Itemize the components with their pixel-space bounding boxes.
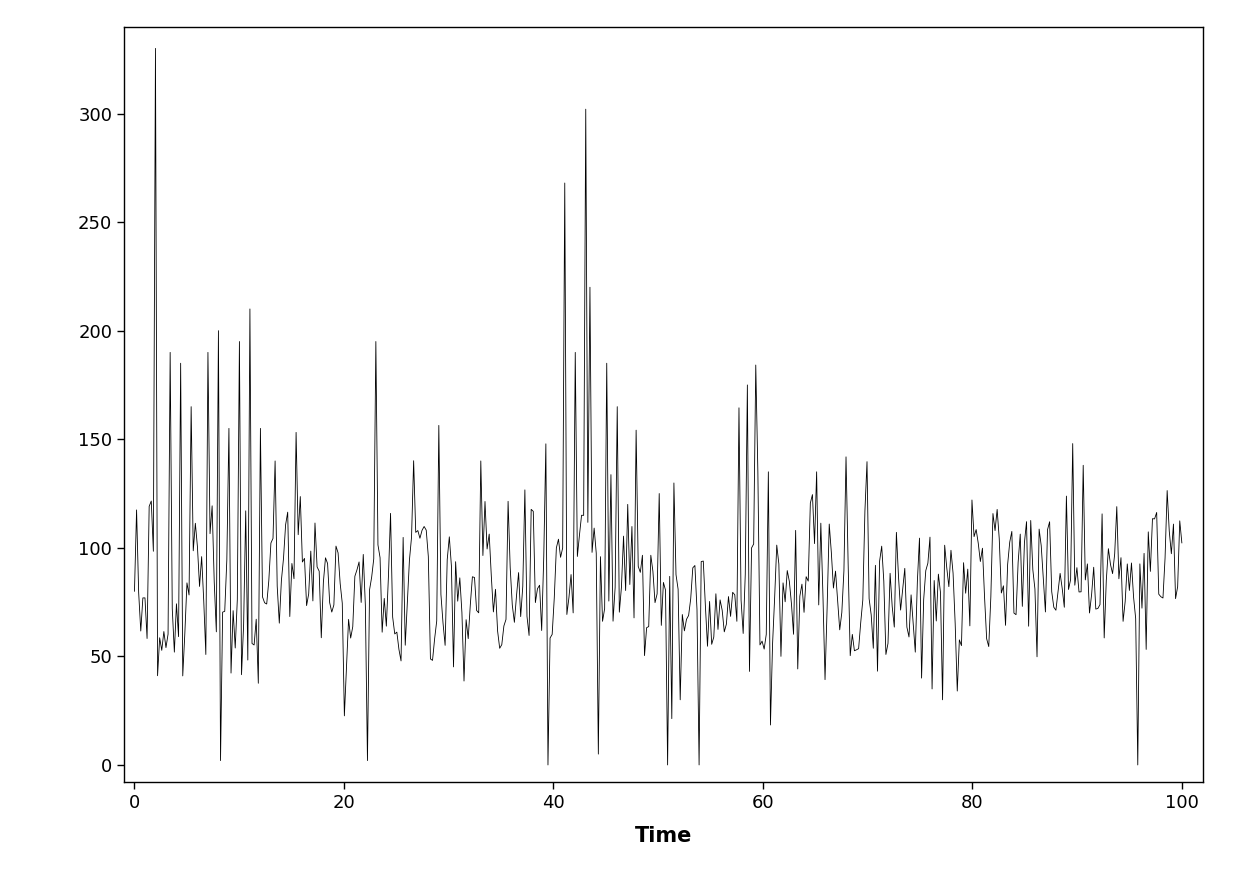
X-axis label: Time: Time: [635, 826, 692, 846]
